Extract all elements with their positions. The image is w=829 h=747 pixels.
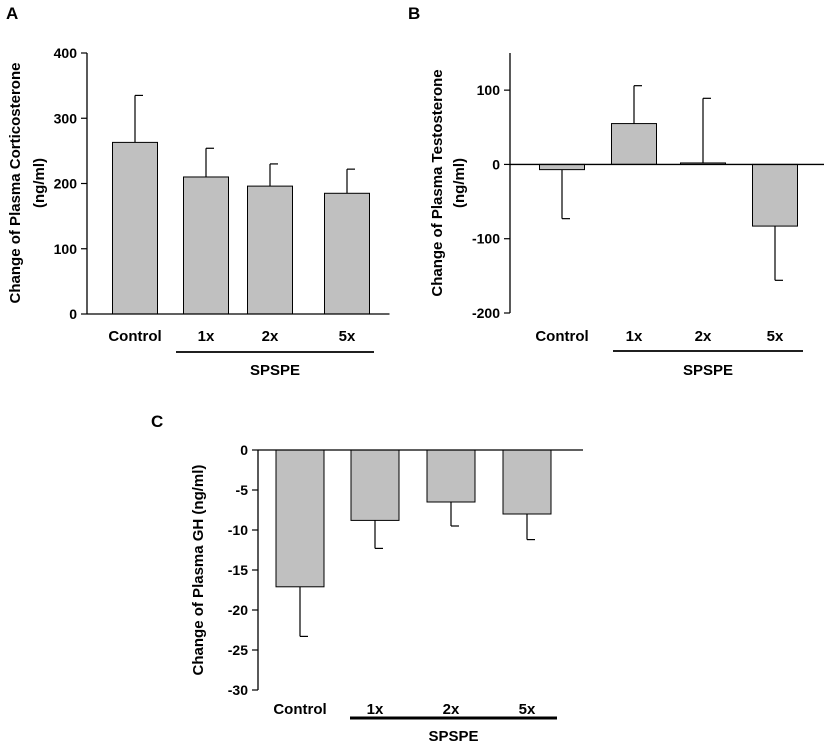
y-tick-label: -200 bbox=[472, 305, 500, 321]
y-tick-label: 100 bbox=[54, 241, 78, 257]
y-tick-label: 0 bbox=[240, 442, 248, 458]
y-tick-label: -5 bbox=[236, 482, 249, 498]
bar bbox=[539, 163, 585, 171]
x-category-label: Control bbox=[535, 328, 588, 345]
panel-letter: B bbox=[408, 4, 420, 23]
y-axis-label: (ng/ml) bbox=[451, 158, 468, 208]
y-tick-label: -10 bbox=[228, 522, 248, 538]
panel-a: A 0 100 200 300 400 Control 1x 2x 5x SPSPE Change o… bbox=[6, 4, 390, 379]
bar bbox=[426, 449, 476, 503]
panel-b: B -200 -100 0 100 Control 1x 2x 5x SPSPE Change of… bbox=[408, 4, 824, 379]
x-category-label: 2x bbox=[695, 328, 712, 345]
bar bbox=[611, 123, 657, 165]
x-category-label: Control bbox=[273, 701, 326, 718]
y-axis-label: Change of Plasma GH (ng/ml) bbox=[190, 465, 207, 676]
bar bbox=[502, 449, 552, 515]
y-axis-label: (ng/ml) bbox=[31, 158, 48, 208]
x-category-label: 2x bbox=[262, 328, 279, 345]
bar bbox=[183, 176, 229, 315]
y-tick-label: -25 bbox=[228, 642, 248, 658]
y-axis-label: Change of Plasma Corticosterone bbox=[7, 63, 24, 304]
y-tick-label: -30 bbox=[228, 682, 248, 698]
y-tick-label: 300 bbox=[54, 110, 78, 126]
y-tick-label: 0 bbox=[492, 156, 500, 172]
y-tick-label: -15 bbox=[228, 562, 248, 578]
bar bbox=[324, 192, 370, 315]
x-category-label: 5x bbox=[339, 328, 356, 345]
bar bbox=[247, 185, 293, 315]
y-tick-label: -20 bbox=[228, 602, 248, 618]
y-tick-label: 100 bbox=[477, 82, 501, 98]
y-tick-label: 400 bbox=[54, 45, 78, 61]
bar bbox=[350, 449, 400, 521]
group-label: SPSPE bbox=[683, 362, 733, 379]
x-category-label: 1x bbox=[367, 701, 384, 718]
y-tick-label: 0 bbox=[69, 306, 77, 322]
x-category-label: Control bbox=[108, 328, 161, 345]
y-tick-label: -100 bbox=[472, 231, 500, 247]
x-category-label: 1x bbox=[198, 328, 215, 345]
x-category-label: 5x bbox=[519, 701, 536, 718]
panel-c: C -30 -25 -20 -15 -10 -5 0 Control 1x 2x 5x SPSPE Cha… bbox=[151, 412, 583, 745]
x-category-label: 1x bbox=[626, 328, 643, 345]
bar bbox=[275, 449, 325, 588]
x-category-label: 5x bbox=[767, 328, 784, 345]
bar bbox=[112, 141, 158, 315]
bar bbox=[752, 163, 798, 227]
group-label: SPSPE bbox=[250, 362, 300, 379]
group-label: SPSPE bbox=[428, 728, 478, 745]
y-axis-label: Change of Plasma Testosterone bbox=[429, 69, 446, 296]
x-category-label: 2x bbox=[443, 701, 460, 718]
panel-letter: A bbox=[6, 4, 18, 23]
panel-letter: C bbox=[151, 412, 163, 431]
y-tick-label: 200 bbox=[54, 176, 78, 192]
